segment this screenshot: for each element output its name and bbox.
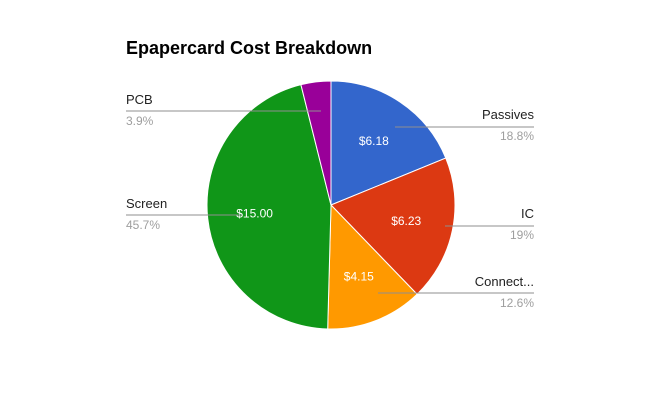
pie-slice-connect[interactable] [327,203,418,330]
slice-labels-layer: Passives 18.8% IC 19% Connect... 12.6% Screen 4… [126,92,534,310]
pie-slice-pcb[interactable] [300,80,332,206]
slice-name-label: Connect... [475,274,534,289]
slice-percent-label: 3.9% [126,114,154,128]
slice-name-label: Screen [126,196,167,211]
slice-value-label: $6.18 [359,134,389,148]
pie-slice-passives[interactable] [330,80,447,206]
pie-slice-ic[interactable] [330,157,456,295]
pie-slice-screen[interactable] [206,84,332,330]
slice-name-label: Passives [482,107,535,122]
slice-value-label: $6.23 [391,214,421,228]
slice-value-label: $15.00 [236,206,273,220]
slice-name-label: PCB [126,92,153,107]
slice-percent-label: 45.7% [126,218,160,232]
slice-value-label: $4.15 [344,270,374,284]
slice-percent-label: 18.8% [500,129,534,143]
slice-percent-label: 19% [510,228,534,242]
slice-name-label: IC [521,206,534,221]
slice-values-layer: $6.18 $6.23 $4.15 $15.00 [236,134,421,284]
slice-percent-label: 12.6% [500,296,534,310]
chart-title: Epapercard Cost Breakdown [126,38,373,58]
slices-layer [206,80,456,330]
